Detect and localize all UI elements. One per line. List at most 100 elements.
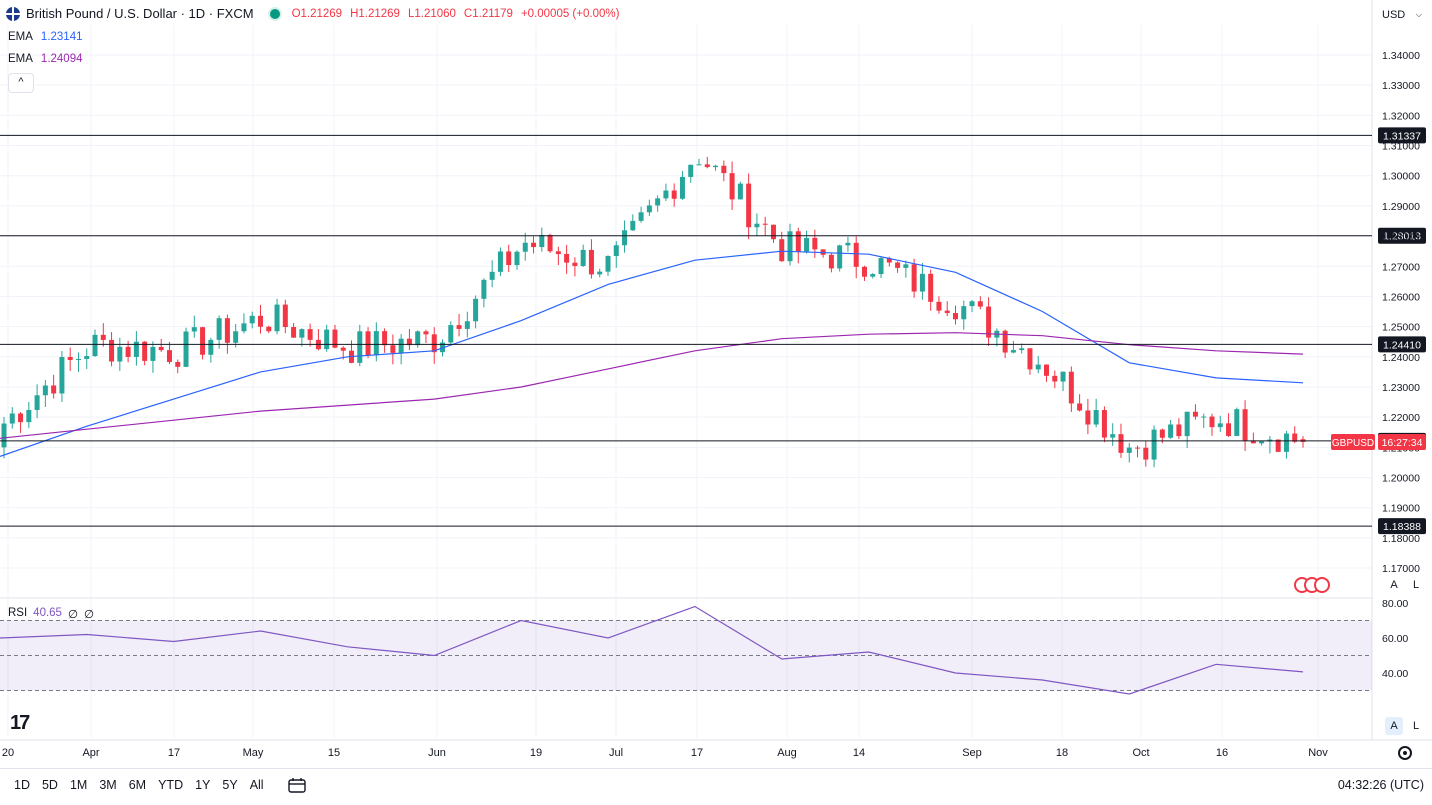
symbol-tag-bg: [1331, 433, 1375, 450]
candle-body: [224, 318, 230, 343]
candle-body: [547, 234, 553, 252]
period-all[interactable]: All: [249, 777, 264, 792]
candle-body: [671, 190, 677, 199]
rsi-legend[interactable]: RSI 40.65 ∅ ∅: [8, 607, 94, 621]
candle-body: [332, 329, 338, 348]
candle-body: [861, 266, 867, 277]
period-1m[interactable]: 1M: [69, 777, 88, 792]
price-axis[interactable]: 1.34000 1.33000 1.32000 1.31000 1.30000 1.290…: [1331, 50, 1426, 575]
candle-body: [415, 331, 421, 346]
candle-body: [291, 327, 297, 338]
ema-slow-legend[interactable]: EMA 1.24094: [8, 53, 83, 65]
price-tick-label: 1.17000: [1382, 563, 1420, 575]
ema-fast-legend[interactable]: EMA 1.23141: [8, 31, 83, 43]
candle-body: [26, 409, 32, 423]
candle-body: [787, 231, 793, 262]
collapse-legend-button[interactable]: ^: [8, 73, 34, 93]
level-label: 1.24410: [1383, 339, 1421, 351]
period-6m[interactable]: 6M: [128, 777, 147, 792]
candle-body: [522, 242, 528, 252]
candle-body: [1283, 433, 1289, 452]
candle-body: [1052, 375, 1058, 382]
candles: [1, 156, 1306, 468]
chevron-up-icon: ^: [18, 76, 24, 88]
period-3m[interactable]: 3M: [99, 777, 117, 792]
symbol-tag: GBPUSD: [1332, 438, 1374, 449]
ema-fast-label: EMA: [8, 31, 33, 43]
candle-body: [489, 271, 495, 280]
rsi-extra-2: ∅: [83, 609, 95, 621]
candle-body: [737, 183, 743, 200]
time-tick-label: May: [243, 747, 264, 759]
candle-body: [580, 249, 586, 266]
rsi-tick-label: 60.00: [1382, 633, 1408, 645]
candle-body: [1250, 440, 1256, 444]
candle-body: [1027, 348, 1033, 370]
candle-body: [42, 385, 48, 396]
candle-body: [1019, 348, 1025, 351]
candle-body: [357, 331, 363, 363]
candle-body: [1159, 429, 1165, 438]
candle-body: [804, 237, 810, 252]
candle-body: [431, 334, 437, 353]
economic-events-icon[interactable]: [1294, 577, 1330, 593]
candle-body: [1192, 411, 1198, 417]
period-5d[interactable]: 5D: [41, 777, 58, 792]
candle-body: [1, 423, 7, 448]
candle-body: [473, 298, 479, 322]
ohlc-values: O1.21269 H1.21269 L1.21060 C1.21179 +0.0…: [292, 8, 620, 20]
candle-body: [630, 220, 636, 231]
time-tick-label: 20: [2, 747, 14, 759]
price-tick-label: 1.31000: [1382, 141, 1420, 153]
rsi-auto-scale-button[interactable]: A: [1385, 717, 1403, 735]
rsi-tick-label: 40.00: [1382, 668, 1408, 680]
level-label: 1.31337: [1383, 130, 1421, 142]
candle-body: [406, 338, 412, 346]
price-tick-label: 1.22000: [1382, 412, 1420, 424]
candle-body: [125, 346, 131, 357]
price-tick-label: 1.19000: [1382, 503, 1420, 515]
symbol-title[interactable]: British Pound / U.S. Dollar · 1D · FXCM: [26, 6, 254, 21]
candle-body: [514, 251, 520, 266]
bottom-toolbar: 1D 5D 1M 3M 6M YTD 1Y 5Y All 04:32:26 (U…: [0, 768, 1432, 800]
candle-body: [572, 262, 578, 266]
time-tick-label: Nov: [1308, 747, 1328, 759]
candle-body: [622, 230, 628, 246]
candle-body: [84, 356, 90, 359]
candle-body: [257, 315, 263, 327]
log-scale-button[interactable]: L: [1412, 579, 1420, 591]
candle-body: [481, 279, 487, 299]
price-tick-label: 1.24000: [1382, 352, 1420, 364]
calendar-range-icon[interactable]: [287, 777, 306, 793]
price-tick-label: 1.25000: [1382, 322, 1420, 334]
ema-slow-label: EMA: [8, 53, 33, 65]
candle-body: [1168, 424, 1174, 438]
rsi-log-scale-button[interactable]: L: [1412, 720, 1420, 732]
candle-body: [456, 325, 462, 329]
period-ytd[interactable]: YTD: [158, 777, 184, 792]
tradingview-logo-icon[interactable]: 17: [10, 712, 30, 734]
candle-body: [952, 313, 958, 320]
candle-body: [1234, 409, 1240, 436]
time-axis[interactable]: 20 Apr 17 May 15 Jun 19 Jul 17 Aug 14 Sep 18 Oct 16 Nov: [2, 747, 1328, 759]
candle-body: [282, 304, 288, 328]
candle-body: [249, 315, 255, 324]
price-tick-label: 1.33000: [1382, 80, 1420, 92]
currency-select[interactable]: USD ⌵: [1378, 5, 1426, 25]
candle-body: [1151, 429, 1157, 460]
utc-clock[interactable]: 04:32:26 (UTC): [1337, 777, 1424, 792]
period-5y[interactable]: 5Y: [222, 777, 238, 792]
candle-body: [75, 358, 81, 360]
candle-body: [638, 212, 644, 221]
candle-body: [266, 326, 272, 332]
period-1y[interactable]: 1Y: [195, 777, 211, 792]
auto-scale-button[interactable]: A: [1390, 579, 1398, 591]
candle-body: [870, 274, 876, 277]
candle-body: [1101, 410, 1107, 438]
candle-body: [886, 258, 892, 263]
candle-body: [1292, 433, 1298, 442]
gear-icon[interactable]: [1398, 746, 1412, 760]
period-1d[interactable]: 1D: [14, 777, 30, 792]
